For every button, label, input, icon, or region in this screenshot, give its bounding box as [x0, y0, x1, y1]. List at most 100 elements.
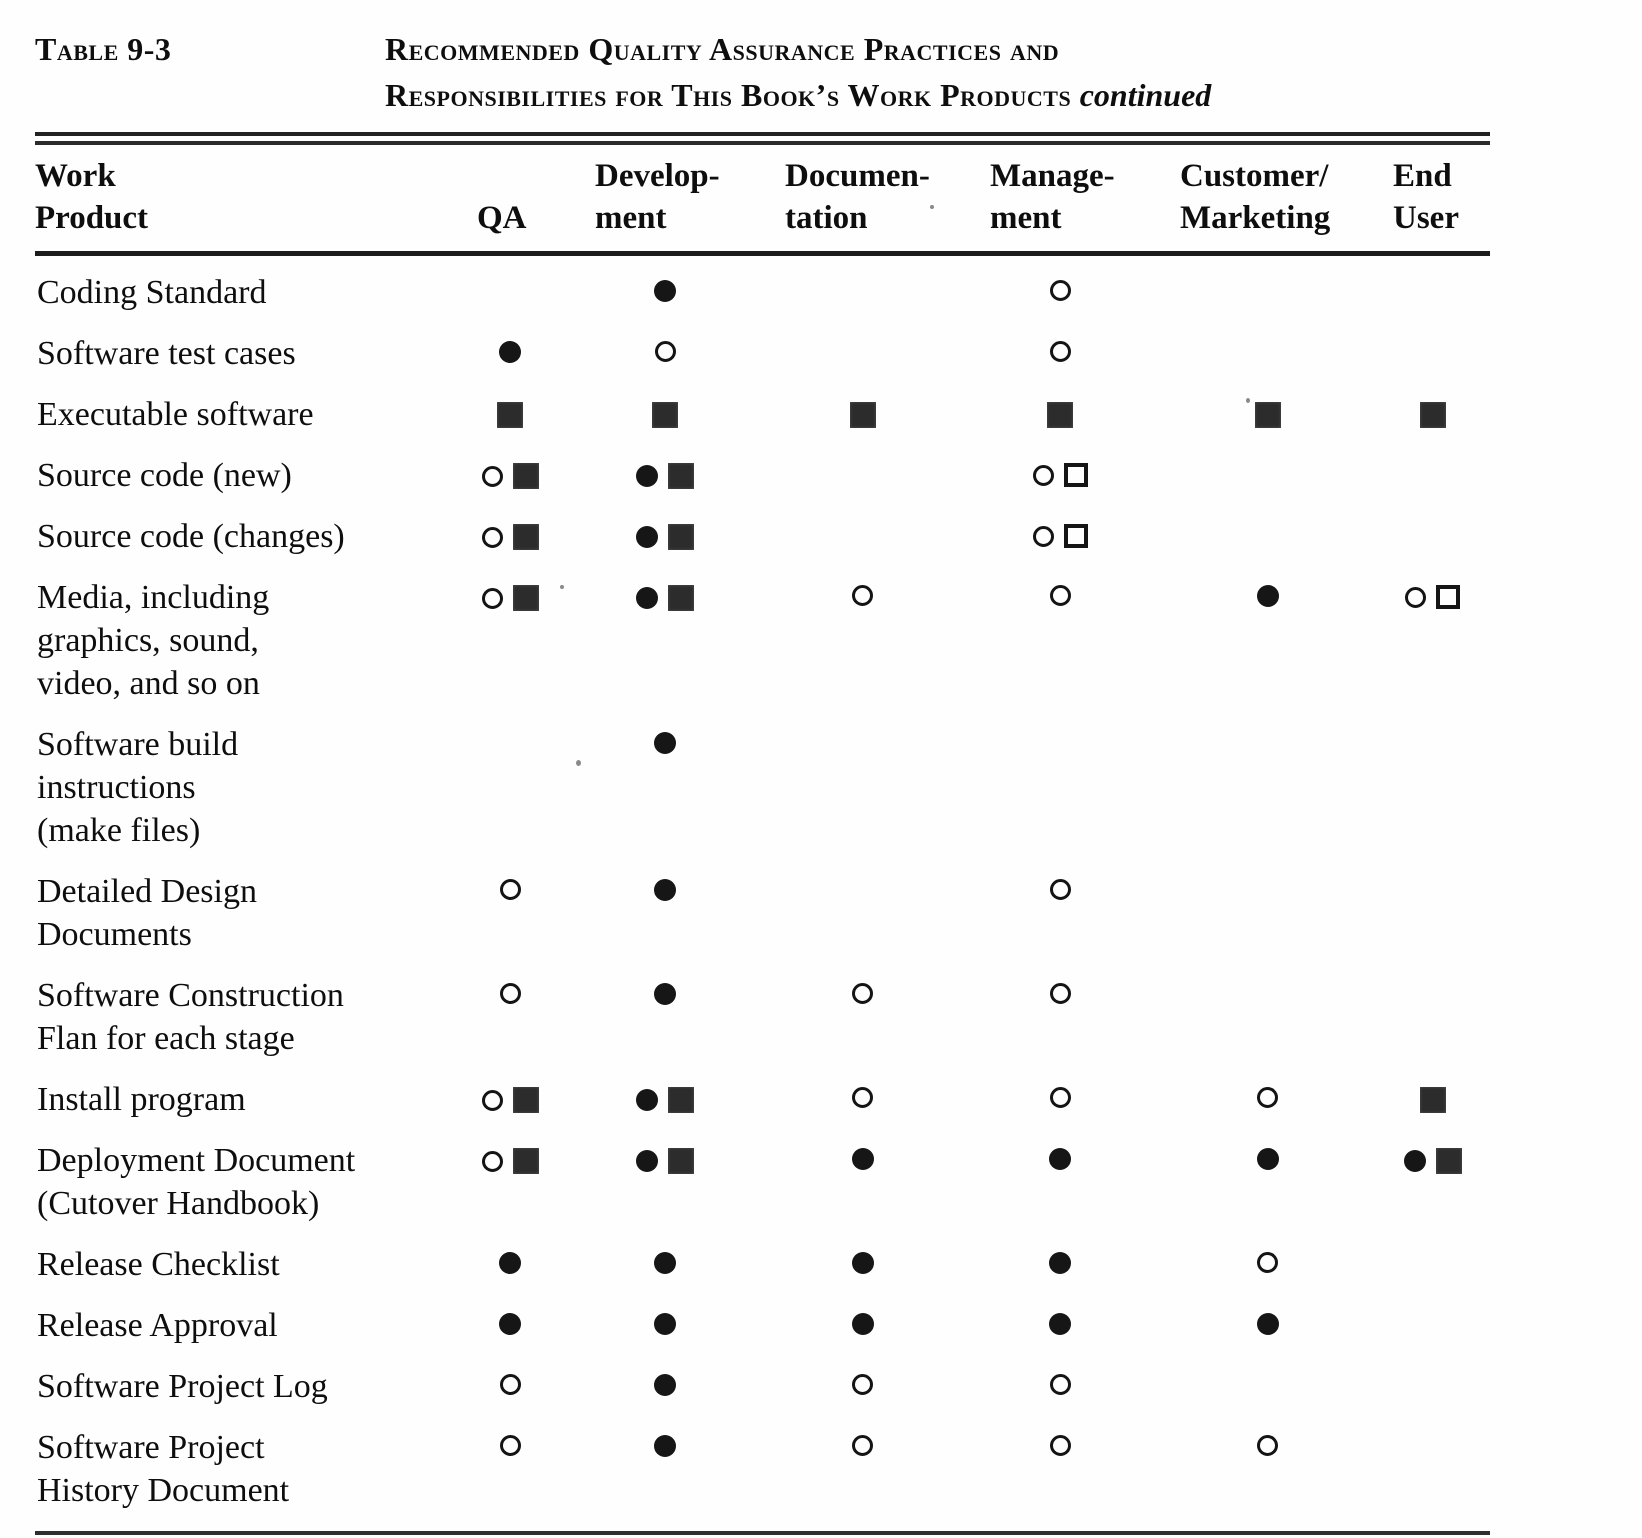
- filled-circle-icon: [851, 1148, 874, 1170]
- responsibility-cell: [1160, 1365, 1375, 1374]
- responsibility-cell: [455, 454, 565, 489]
- open-circle-icon: [852, 1374, 873, 1395]
- responsibility-cell: [565, 1304, 765, 1335]
- filled-circle-icon: [1256, 1313, 1279, 1335]
- open-circle-icon: [852, 585, 873, 606]
- responsibility-cell: [765, 870, 960, 879]
- filled-circle-icon: [1049, 1148, 1071, 1170]
- work-product-label: Executable software: [37, 396, 314, 433]
- responsibility-cell: [1375, 974, 1490, 983]
- responsibility-cell: [1160, 723, 1375, 732]
- filled-circle-icon: [1049, 1313, 1071, 1335]
- filled-circle-icon: [1403, 1150, 1426, 1172]
- open-circle-icon: [481, 1150, 503, 1172]
- open-circle-icon: [852, 983, 873, 1004]
- table-row: Release Checklist: [35, 1234, 1490, 1295]
- responsibility-cell: [455, 271, 565, 280]
- table-row: Detailed Design Documents: [35, 861, 1490, 965]
- responsibility-cell: [565, 1243, 765, 1274]
- work-product-label: Install program: [37, 1081, 246, 1118]
- filled-square-icon: [1254, 402, 1281, 428]
- responsibility-cell: [1160, 515, 1375, 524]
- responsibility-cell: [960, 271, 1160, 301]
- open-circle-icon: [654, 341, 676, 362]
- scan-speck: [930, 205, 934, 209]
- work-product-label: Software Project History Document: [37, 1429, 290, 1509]
- table-row: Software Project History Document: [35, 1417, 1490, 1521]
- responsibility-cell: [455, 723, 565, 732]
- filled-square-icon: [512, 1148, 539, 1174]
- column-header-5: Customer/ Marketing: [1180, 158, 1331, 236]
- responsibility-cell: [565, 271, 765, 302]
- open-circle-icon: [1032, 525, 1054, 547]
- responsibility-cell: [960, 870, 1160, 900]
- filled-circle-icon: [499, 1313, 521, 1335]
- work-product-label: Detailed Design Documents: [37, 873, 257, 953]
- open-square-icon: [1436, 585, 1460, 609]
- column-header-4: Manage- ment: [990, 158, 1115, 236]
- filled-circle-icon: [654, 732, 676, 754]
- responsibility-cell: [960, 576, 1160, 606]
- responsibility-cell: [455, 332, 565, 363]
- responsibility-cell: [455, 1243, 565, 1274]
- table-label: Table 9-3: [35, 31, 172, 67]
- open-circle-icon: [1257, 1087, 1278, 1108]
- table-row: Install program: [35, 1069, 1490, 1130]
- open-circle-icon: [481, 526, 503, 548]
- table-title-line2-text: Responsibilities for This Book’s Work Pr…: [385, 77, 1072, 113]
- responsibility-cell: [1160, 271, 1375, 280]
- open-circle-icon: [1257, 1252, 1278, 1273]
- responsibility-cell: [565, 332, 765, 362]
- responsibility-cell: [455, 576, 565, 611]
- responsibility-cell: [1160, 393, 1375, 428]
- filled-square-icon: [668, 463, 694, 489]
- table-row: Deployment Document (Cutover Handbook): [35, 1130, 1490, 1234]
- open-circle-icon: [499, 879, 521, 900]
- responsibility-cell: [455, 974, 565, 1004]
- filled-circle-icon: [499, 341, 521, 363]
- open-circle-icon: [1049, 1435, 1071, 1456]
- filled-square-icon: [668, 1148, 694, 1174]
- table-row: Software Project Log: [35, 1356, 1490, 1417]
- filled-circle-icon: [1256, 1148, 1279, 1170]
- responsibility-cell: [455, 515, 565, 550]
- open-circle-icon: [481, 1089, 503, 1111]
- work-product-label: Coding Standard: [37, 274, 267, 311]
- open-circle-icon: [1049, 1374, 1071, 1395]
- table-row: Software test cases: [35, 323, 1490, 384]
- open-circle-icon: [1049, 983, 1071, 1004]
- responsibility-cell: [960, 1243, 1160, 1274]
- column-header-3: Documen- tation: [785, 158, 930, 236]
- scan-speck: [1246, 398, 1250, 403]
- responsibility-cell: [765, 271, 960, 280]
- responsibility-cell: [1375, 393, 1490, 428]
- filled-circle-icon: [654, 1435, 676, 1457]
- responsibility-cell: [565, 1365, 765, 1396]
- responsibility-cell: [765, 1304, 960, 1335]
- responsibility-cell: [960, 1426, 1160, 1456]
- work-product-label: Software build instructions (make files): [37, 726, 239, 849]
- responsibility-cell: [1375, 1304, 1490, 1313]
- responsibility-cell: [1375, 576, 1490, 609]
- open-circle-icon: [499, 1435, 521, 1456]
- filled-square-icon: [1047, 402, 1073, 428]
- filled-circle-icon: [636, 526, 658, 548]
- filled-square-icon: [1419, 402, 1446, 428]
- open-circle-icon: [1049, 585, 1071, 606]
- filled-circle-icon: [654, 280, 676, 302]
- responsibility-cell: [765, 1078, 960, 1108]
- scan-speck: [560, 585, 564, 589]
- responsibility-cell: [565, 1078, 765, 1113]
- open-square-icon: [1063, 463, 1088, 487]
- filled-square-icon: [668, 1087, 694, 1113]
- responsibility-cell: [1160, 974, 1375, 983]
- responsibility-cell: [960, 974, 1160, 1004]
- responsibility-cell: [565, 515, 765, 550]
- responsibility-cell: [960, 1078, 1160, 1108]
- responsibility-cell: [1375, 1243, 1490, 1252]
- filled-square-icon: [497, 402, 523, 428]
- work-product-label: Software test cases: [37, 335, 296, 372]
- responsibility-cell: [1375, 1426, 1490, 1435]
- table-row: Release Approval: [35, 1295, 1490, 1356]
- responsibility-cell: [765, 1243, 960, 1274]
